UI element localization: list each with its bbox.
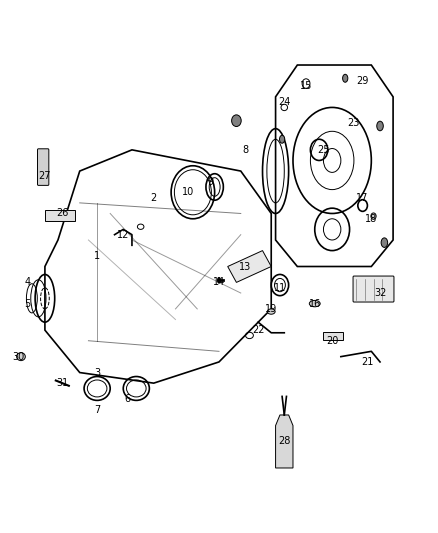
Text: 11: 11	[274, 282, 286, 293]
Text: 14: 14	[213, 277, 225, 287]
Text: 2: 2	[151, 192, 157, 203]
Text: 3: 3	[94, 368, 100, 377]
Text: 10: 10	[182, 187, 194, 197]
Bar	[45, 210, 75, 221]
FancyBboxPatch shape	[38, 149, 49, 185]
Ellipse shape	[267, 309, 275, 314]
Text: 18: 18	[365, 214, 378, 224]
Text: 24: 24	[278, 97, 290, 107]
Text: 23: 23	[348, 118, 360, 128]
Text: 17: 17	[357, 192, 369, 203]
Text: 32: 32	[374, 288, 386, 298]
Text: 5: 5	[25, 298, 31, 309]
Text: 20: 20	[326, 336, 338, 346]
Text: 22: 22	[252, 325, 265, 335]
Text: 12: 12	[117, 230, 130, 240]
Text: 7: 7	[94, 405, 100, 415]
Text: 26: 26	[56, 208, 68, 219]
Text: 1: 1	[94, 251, 100, 261]
Ellipse shape	[218, 278, 220, 283]
Text: 28: 28	[278, 437, 290, 447]
Text: 6: 6	[124, 394, 131, 404]
Ellipse shape	[377, 121, 383, 131]
Text: 4: 4	[25, 277, 31, 287]
Ellipse shape	[232, 115, 241, 126]
Ellipse shape	[343, 74, 348, 82]
Text: 25: 25	[317, 145, 330, 155]
Ellipse shape	[309, 301, 320, 307]
Text: 27: 27	[39, 172, 51, 181]
Ellipse shape	[17, 353, 25, 361]
Text: 9: 9	[207, 176, 213, 187]
Polygon shape	[228, 251, 271, 282]
Text: 31: 31	[56, 378, 68, 388]
Text: 15: 15	[300, 81, 312, 91]
Text: 16: 16	[309, 298, 321, 309]
Text: 21: 21	[361, 357, 373, 367]
Bar	[323, 332, 343, 340]
Text: 13: 13	[239, 262, 251, 271]
Ellipse shape	[371, 213, 376, 219]
Text: 19: 19	[265, 304, 277, 314]
Ellipse shape	[381, 238, 388, 247]
Text: 29: 29	[357, 76, 369, 86]
Text: 8: 8	[242, 145, 248, 155]
Text: 30: 30	[13, 352, 25, 361]
FancyBboxPatch shape	[353, 276, 394, 302]
Ellipse shape	[279, 135, 285, 143]
Polygon shape	[276, 415, 293, 468]
